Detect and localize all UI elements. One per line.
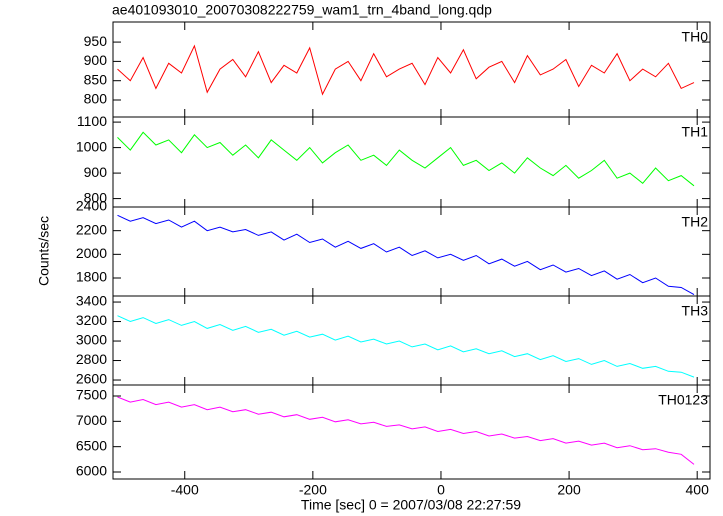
y-tick-label: 900	[84, 164, 108, 180]
panel-frame	[112, 116, 711, 208]
panel-label: TH3	[682, 303, 709, 319]
y-tick-label: 3000	[76, 332, 107, 348]
chart-title: ae401093010_20070308222759_wam1_trn_4ban…	[112, 2, 492, 18]
panel-label: TH2	[682, 214, 709, 230]
panel-frame	[112, 206, 711, 297]
x-tick-label: 200	[557, 482, 581, 498]
data-line	[117, 396, 695, 465]
x-axis-label: Time [sec] 0 = 2007/03/08 22:27:59	[301, 497, 521, 513]
panel-frame	[112, 21, 711, 118]
y-axis-label: Counts/sec	[36, 216, 52, 286]
panel-frame	[112, 295, 711, 386]
y-tick-label: 2400	[76, 198, 107, 214]
panel-label: TH1	[682, 124, 709, 140]
y-tick-label: 2800	[76, 351, 107, 367]
panel-frame	[112, 384, 711, 480]
panel-label: TH0123	[658, 392, 708, 408]
y-tick-label: 1800	[76, 269, 107, 285]
y-tick-label: 800	[84, 189, 108, 205]
y-tick-label: 2000	[76, 245, 107, 261]
x-tick-label: -400	[171, 482, 199, 498]
y-tick-label: 850	[84, 71, 108, 87]
y-tick-label: 1000	[76, 138, 107, 154]
y-tick-label: 800	[84, 91, 108, 107]
data-line	[117, 44, 695, 96]
data-line	[117, 214, 695, 296]
data-line	[117, 315, 695, 378]
y-tick-label: 900	[84, 52, 108, 68]
y-tick-label: 3200	[76, 312, 107, 328]
y-tick-label: 7000	[76, 412, 107, 428]
x-tick-label: 400	[686, 482, 710, 498]
panel-label: TH0	[682, 29, 709, 45]
y-tick-label: 6000	[76, 463, 107, 479]
y-tick-label: 6500	[76, 437, 107, 453]
y-tick-label: 1100	[77, 113, 107, 129]
data-line	[117, 131, 695, 187]
x-tick-label: -200	[299, 482, 327, 498]
y-tick-label: 950	[84, 33, 108, 49]
y-tick-label: 7500	[76, 387, 107, 403]
y-tick-label: 2600	[76, 371, 107, 387]
y-tick-label: 3400	[76, 293, 107, 309]
x-tick-label: 0	[437, 482, 445, 498]
y-tick-label: 2200	[76, 221, 107, 237]
